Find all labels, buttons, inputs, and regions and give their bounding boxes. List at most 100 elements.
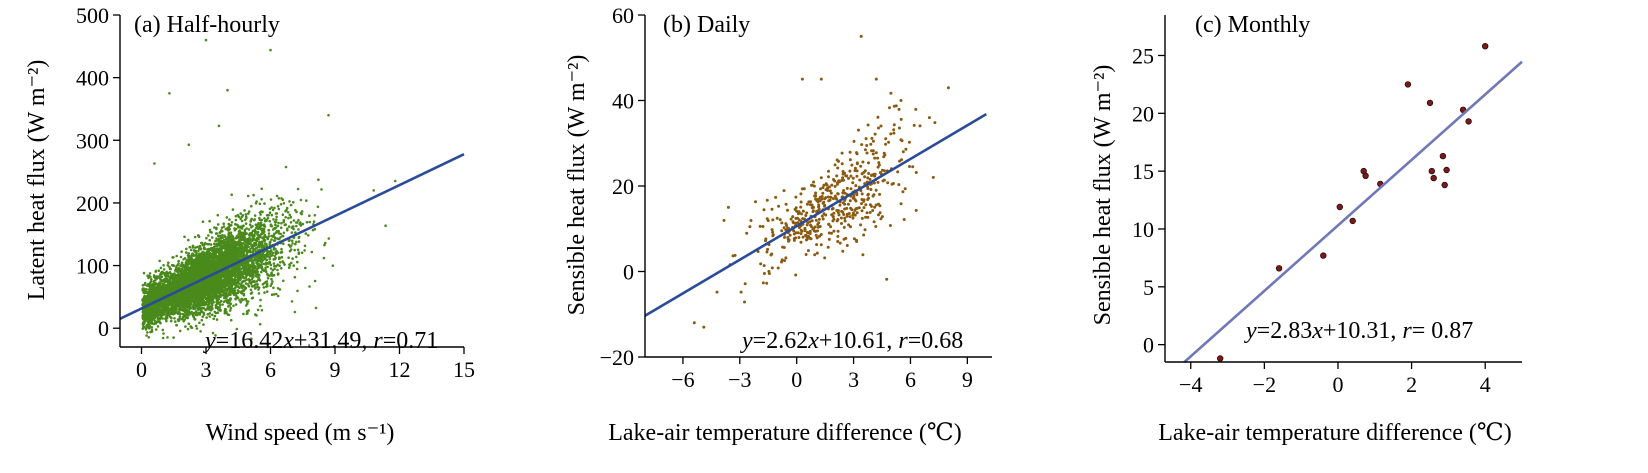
panel-a-point [313,279,317,283]
panel-a-point [284,216,288,219]
panel-a-point [278,288,282,291]
panel-a-point [262,262,266,266]
panel-a-point [270,293,274,297]
panel-a-point [202,323,205,326]
panel-a-point [248,233,251,237]
panel-a-point [202,244,205,247]
panel-a-point [157,320,161,324]
panel-a-point [156,318,160,321]
panel-a-point [215,318,219,321]
panel-a-point [259,298,262,302]
panel-a-point [212,249,215,253]
panel-a-point [178,269,181,273]
panel-a-point [260,258,263,261]
panel-a-point [219,300,223,303]
panel-a-point [292,219,296,222]
panel-a-point [194,324,198,328]
panel-a-point [272,293,276,296]
panel-a-point [220,293,223,297]
panel-a-point [212,317,215,321]
panel-a-point [255,267,258,271]
panel-a-point [247,228,251,231]
panel-a-point [280,250,284,254]
panel-a-point [256,275,260,279]
panel-a-point [259,213,262,216]
panel-a-point [260,218,264,222]
panel-a-point [274,247,277,251]
panel-a-point [282,279,285,283]
panel-a-point [190,310,193,314]
panel-a-point [201,306,204,310]
panel-a-point [244,222,248,225]
panel-a-point [293,310,297,314]
panel-a-point [274,220,278,224]
panel-a-point [239,212,242,215]
panel-a-point [175,254,178,258]
panel-a-point [241,289,244,293]
panel-a-point [293,275,297,279]
panel-a-point [214,239,217,243]
panel-a-point [264,242,267,246]
panel-a-point [275,194,279,198]
panel-a-point [271,228,275,231]
panel-a-point [187,238,190,242]
panel-a-point [295,210,298,214]
panel-a-point [204,308,207,312]
panel-a-point [282,202,286,205]
panel-a-point [188,257,191,261]
panel-a-point [186,327,190,331]
panel-a-point [223,296,226,300]
panel-a-point [280,222,283,225]
panel-a-point [175,265,178,268]
panel-a-point [193,235,197,239]
panel-a-point [303,249,306,252]
panel-a-point [260,308,264,312]
panel-a-point [164,316,168,320]
panel-a-point [231,208,235,211]
panel-a-point [275,218,278,221]
panel-a-point [268,257,272,261]
panel-a-point [277,197,281,200]
panel-a-point [246,237,249,241]
panel-a-point [270,213,274,217]
panel-a-point [146,331,149,334]
panel-a-point [205,236,208,240]
panel-a-point [234,276,237,279]
panel-a-point [245,227,248,230]
panel-a-point [235,327,239,331]
panel-a-point [306,234,310,237]
panel-a-point [274,236,277,240]
panel-a-point [181,315,185,319]
panel-a-point [327,237,331,240]
panel-a-point [275,215,278,219]
panel-a-point [276,224,280,228]
panel-a-point [308,220,312,224]
panel-a-point [280,267,283,270]
panel-a-point [264,235,267,239]
panel-a-point [142,271,146,275]
panel-a-point [176,301,179,305]
panel-a-point [249,292,253,295]
panel-a-point [257,273,261,276]
panel-a-point [297,240,301,243]
panel-a-point [283,263,286,266]
panel-a-point [267,229,270,232]
panel-a-point [280,255,284,259]
panel-a-point [299,198,303,202]
panel-a-point [157,282,160,286]
panel-a-point [297,218,300,222]
panel-a-point [270,277,273,281]
panel-a-point [296,187,300,191]
panel-a-point [147,282,150,286]
panel-a-point [282,242,285,245]
panel-a-point [303,244,307,248]
panel-a-point [190,257,194,260]
panel-a-point [187,252,191,255]
panel-a-point [258,218,262,222]
panel-a-point [274,223,277,226]
panel-a-point [296,248,300,252]
panel-a-point [244,213,248,216]
panel-a-point [289,221,293,224]
